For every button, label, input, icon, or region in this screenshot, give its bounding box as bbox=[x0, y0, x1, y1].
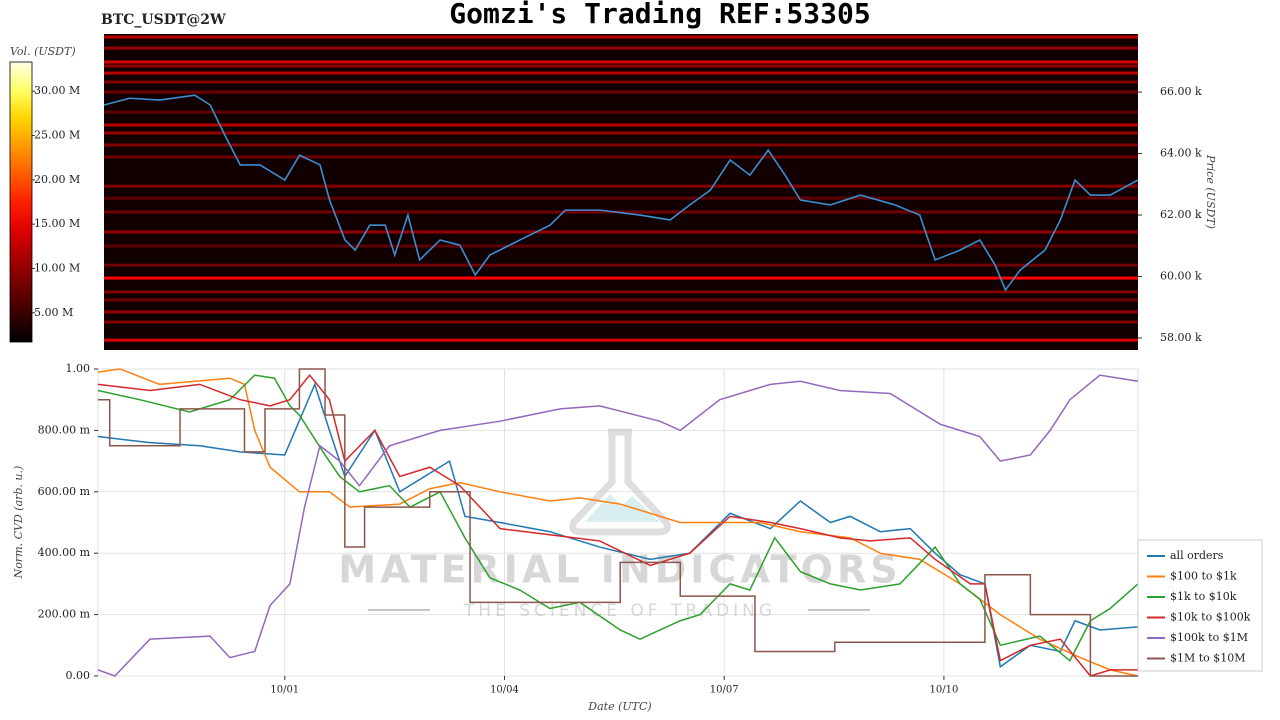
heatmap-band bbox=[104, 320, 1138, 324]
y-tick-label: 1.00 bbox=[66, 362, 91, 375]
heatmap-band bbox=[104, 143, 1138, 147]
x-axis-label: Date (UTC) bbox=[587, 700, 651, 713]
y-tick-label: 800.00 m bbox=[38, 423, 91, 436]
heatmap-band bbox=[104, 64, 1138, 68]
heatmap-band bbox=[104, 263, 1138, 267]
heatmap-band bbox=[104, 244, 1138, 248]
colorbar-tick-label: 20.00 M bbox=[34, 173, 80, 186]
y-axis-label: Norm. CVD (arb. u.) bbox=[12, 466, 25, 580]
legend-label: all orders bbox=[1170, 549, 1224, 562]
y-tick-label: 600.00 m bbox=[38, 485, 91, 498]
price-line bbox=[103, 94, 1139, 292]
y-tick-label: 400.00 m bbox=[38, 546, 91, 559]
legend-box bbox=[1137, 539, 1263, 672]
x-tick-label: 10/04 bbox=[490, 685, 519, 696]
heatmap-band bbox=[104, 298, 1138, 302]
heatmap-band bbox=[104, 184, 1138, 188]
y-tick-label: 200.00 m bbox=[38, 608, 91, 621]
price-tick-label: 62.00 k bbox=[1160, 208, 1202, 221]
colorbar bbox=[9, 61, 33, 343]
watermark-flask bbox=[569, 428, 671, 536]
price-axis-label: Price (USDT) bbox=[1204, 154, 1217, 229]
cvd-line bbox=[97, 373, 1138, 677]
heatmap-band bbox=[104, 110, 1138, 114]
cvd-line bbox=[97, 374, 1139, 677]
heatmap-band bbox=[104, 80, 1138, 84]
price-tick-label: 58.00 k bbox=[1160, 331, 1202, 344]
heatmap-band bbox=[104, 60, 1138, 64]
legend-label: $100 to $1k bbox=[1170, 570, 1237, 583]
watermark: MATERIAL INDICATORS THE SCIENCE OF TRADI… bbox=[338, 428, 901, 621]
cvd-plot-area bbox=[97, 368, 1139, 677]
symbol-label: BTC_USDT@2W bbox=[101, 12, 226, 28]
legend-label: $1k to $10k bbox=[1170, 590, 1237, 603]
heatmap-band bbox=[104, 71, 1138, 75]
colorbar-tick-label: 10.00 M bbox=[34, 261, 80, 274]
heatmap-band bbox=[104, 90, 1138, 94]
watermark-text: MATERIAL INDICATORS bbox=[338, 548, 901, 592]
heatmap-band bbox=[104, 123, 1138, 127]
x-tick-label: 10/01 bbox=[270, 685, 299, 696]
heatmap-background bbox=[104, 34, 1138, 350]
heatmap-band bbox=[104, 196, 1138, 200]
legend-label: $100k to $1M bbox=[1170, 631, 1248, 644]
legend-label: $10k to $100k bbox=[1170, 611, 1251, 624]
y-tick-label: 0.00 bbox=[66, 669, 91, 682]
heatmap-band bbox=[104, 290, 1138, 294]
heatmap-band bbox=[104, 276, 1138, 280]
heatmap-band bbox=[104, 310, 1138, 314]
legend-label: $1M to $10M bbox=[1170, 652, 1246, 665]
price-tick-label: 66.00 k bbox=[1160, 85, 1202, 98]
heatmap-band bbox=[104, 338, 1138, 342]
colorbar-label: Vol. (USDT) bbox=[10, 45, 76, 58]
x-tick-label: 10/10 bbox=[930, 685, 959, 696]
cvd-line bbox=[98, 368, 1138, 677]
x-tick-label: 10/07 bbox=[710, 685, 739, 696]
watermark-subtext: THE SCIENCE OF TRADING bbox=[463, 601, 776, 621]
heatmap-band bbox=[104, 131, 1138, 135]
colorbar-tick-label: 15.00 M bbox=[34, 217, 80, 230]
price-tick-label: 64.00 k bbox=[1160, 147, 1202, 160]
chart-title: Gomzi's Trading REF:53305 bbox=[449, 0, 870, 30]
colorbar-tick-label: 5.00 M bbox=[34, 306, 73, 319]
heatmap-band bbox=[104, 46, 1138, 50]
heatmap-band bbox=[104, 155, 1138, 159]
colorbar-tick-label: 30.00 M bbox=[34, 84, 80, 97]
heatmap-band bbox=[104, 35, 1138, 39]
heatmap-band bbox=[104, 230, 1138, 234]
colorbar-tick-label: 25.00 M bbox=[34, 129, 80, 142]
price-tick-label: 60.00 k bbox=[1160, 270, 1202, 283]
